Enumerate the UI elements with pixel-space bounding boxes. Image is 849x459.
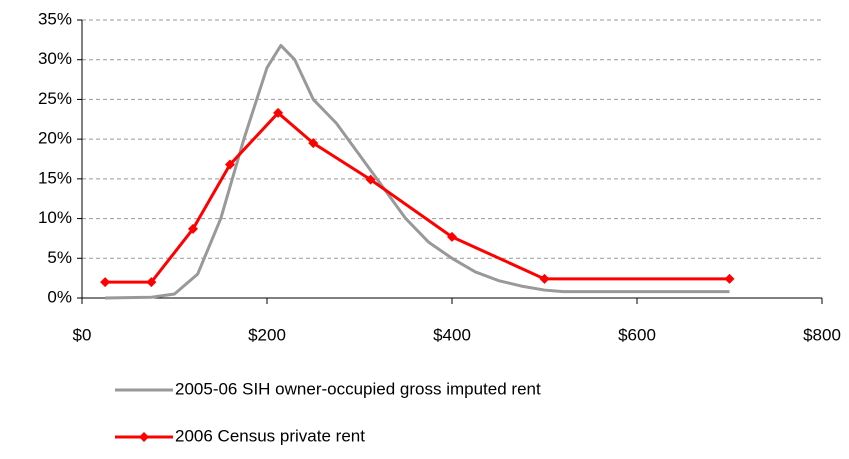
y-tick-label: 10% [38,208,72,227]
y-tick-label: 15% [38,168,72,187]
x-tick-label: $600 [618,325,656,344]
marker [447,231,457,242]
marker [146,277,157,288]
y-tick-label: 25% [38,89,72,108]
y-tick-label: 30% [38,49,72,68]
marker [225,159,235,170]
marker [365,174,376,185]
series-line [105,111,730,284]
marker [100,277,111,288]
marker [724,273,735,284]
marker [273,107,284,118]
marker [188,223,198,234]
legend-label: 2005-06 SIH owner-occupied gross imputed… [175,379,541,398]
legend-marker [139,432,149,442]
legend-label: 2006 Census private rent [175,426,365,445]
x-tick-label: $0 [73,325,92,344]
x-tick-label: $800 [803,325,841,344]
y-tick-label: 5% [47,248,72,267]
marker [308,138,319,149]
marker [539,273,550,284]
series-line [105,43,730,300]
y-tick-label: 35% [38,9,72,28]
y-tick-label: 0% [47,287,72,306]
x-tick-label: $400 [433,325,471,344]
y-tick-label: 20% [38,129,72,148]
x-tick-label: $200 [248,325,286,344]
